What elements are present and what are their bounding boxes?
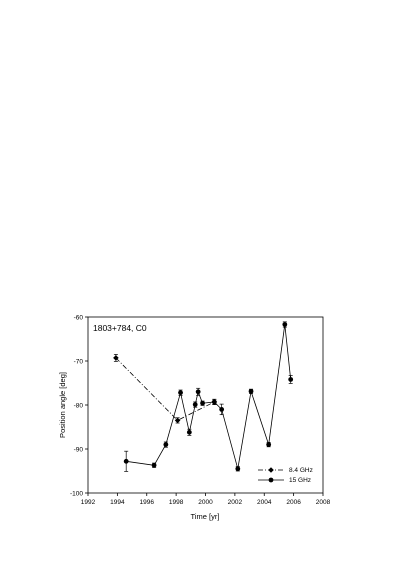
data-point-15-ghz	[123, 458, 129, 464]
y-tick-label: -100	[70, 490, 83, 497]
y-tick-label: -70	[74, 358, 84, 365]
y-axis-title: Position angle [deg]	[58, 372, 67, 438]
data-point-15-ghz	[186, 429, 192, 435]
y-tick-label: -80	[74, 402, 84, 409]
plot-title: 1803+784, C0	[93, 323, 147, 333]
x-tick-label: 2002	[228, 499, 243, 506]
data-point-15-ghz	[178, 390, 183, 396]
series-line-15-ghz	[126, 324, 292, 469]
plot-area-frame	[87, 316, 324, 494]
legend: 8.4 GHz 15 GHz	[258, 467, 313, 484]
y-tick-label: -60	[74, 314, 84, 321]
data-point-15-ghz	[151, 462, 157, 468]
x-axis-title: Time [yr]	[191, 512, 220, 521]
data-point-15-ghz	[266, 442, 272, 447]
data-point-15-ghz	[282, 322, 288, 327]
x-tick-label: 2004	[257, 499, 272, 506]
y-tick-label: -90	[74, 446, 84, 453]
data-point-15-ghz	[211, 399, 217, 405]
legend-marker-8-4-ghz	[268, 467, 274, 473]
data-point-15-ghz	[248, 388, 254, 394]
data-point-15-ghz	[163, 442, 169, 447]
data-point-15-ghz	[200, 400, 205, 406]
x-tick-label: 1994	[110, 499, 125, 506]
series-line-8-4-ghz	[115, 357, 215, 421]
data-point-15-ghz	[192, 402, 198, 407]
legend-label-15-ghz: 15 GHz	[289, 477, 311, 484]
data-point-15-ghz	[288, 377, 294, 382]
x-tick-label: 2000	[198, 499, 213, 506]
x-tick-label: 2006	[286, 499, 301, 506]
data-point-15-ghz	[219, 407, 225, 412]
data-series	[113, 321, 294, 472]
x-axis: 1992 1994 1996 1998 2000 2002 2004 2006 2008	[81, 493, 331, 506]
data-point-8-4-ghz	[113, 355, 119, 361]
x-tick-label: 2008	[316, 499, 331, 506]
data-point-15-ghz	[235, 466, 241, 472]
legend-marker-15-ghz	[268, 477, 274, 483]
data-point-15-ghz	[195, 389, 201, 395]
x-tick-label: 1998	[169, 499, 184, 506]
y-axis: -100 -90 -80 -70 -60	[70, 314, 88, 497]
legend-label-8-4-ghz: 8.4 GHz	[289, 467, 313, 474]
x-tick-label: 1996	[140, 499, 155, 506]
x-tick-label: 1992	[81, 499, 96, 506]
data-point-8-4-ghz	[174, 417, 181, 424]
